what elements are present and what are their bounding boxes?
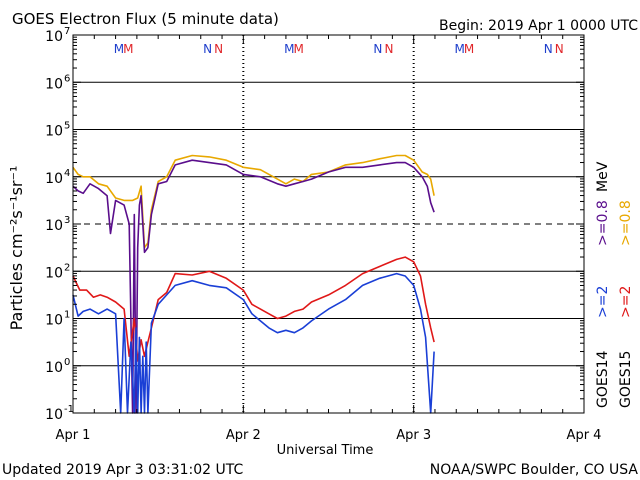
y-tick-exponent: 0 bbox=[64, 357, 70, 368]
x-axis-ticks: Apr 1 Apr 2 Apr 3 Apr 4 bbox=[56, 35, 602, 443]
series-layer bbox=[72, 154, 435, 414]
marker-m-9: M bbox=[464, 42, 474, 56]
y-tick-exponent: 1 bbox=[64, 310, 70, 321]
legend-goes14-08mev: >=0.8 bbox=[595, 200, 611, 246]
legend: GOES14 GOES15 >=2 >=2 >=0.8 >=0.8 MeV bbox=[595, 161, 634, 408]
y-tick-label: 10 bbox=[45, 360, 63, 376]
legend-goes14-2mev: >=2 bbox=[595, 286, 611, 318]
gridlines bbox=[73, 81, 584, 367]
chart-title: GOES Electron Flux (5 minute data) bbox=[12, 10, 279, 28]
y-tick-exponent: 7 bbox=[64, 26, 70, 37]
marker-m-1: M bbox=[123, 42, 133, 56]
x-axis-label: Universal Time bbox=[277, 443, 374, 458]
y-tick-label: 10 bbox=[45, 265, 63, 281]
y-tick-label: 10 bbox=[45, 76, 63, 92]
marker-n-2: N bbox=[203, 42, 212, 56]
x-tick-label: Apr 2 bbox=[226, 428, 261, 443]
marker-m-5: M bbox=[294, 42, 304, 56]
x-tick-label: Apr 4 bbox=[567, 428, 602, 443]
y-tick-label: 10 bbox=[45, 124, 63, 140]
y-tick-label: 10 bbox=[45, 171, 63, 187]
y-tick-exponent: 4 bbox=[64, 168, 70, 179]
legend-sat-goes15: GOES15 bbox=[618, 351, 634, 408]
begin-label: Begin: 2019 Apr 1 0000 UTC bbox=[439, 18, 638, 34]
y-tick-label: 10 bbox=[45, 29, 63, 45]
credit-label: NOAA/SWPC Boulder, CO USA bbox=[430, 462, 639, 478]
x-tick-label: Apr 1 bbox=[56, 428, 91, 443]
legend-sat-goes14: GOES14 bbox=[595, 350, 611, 408]
y-tick-label: 10 bbox=[45, 313, 63, 329]
y-tick-label: 10 bbox=[45, 218, 63, 234]
legend-goes15-08mev: >=0.8 bbox=[618, 200, 634, 246]
updated-timestamp: Updated 2019 Apr 3 03:31:02 UTC bbox=[2, 462, 243, 478]
marker-n-7: N bbox=[384, 42, 393, 56]
y-tick-exponent: 6 bbox=[64, 73, 70, 84]
legend-goes15-2mev: >=2 bbox=[618, 286, 634, 318]
marker-m-0: M bbox=[114, 42, 124, 56]
marker-n-11: N bbox=[555, 42, 564, 56]
marker-m-8: M bbox=[454, 42, 464, 56]
marker-n-10: N bbox=[544, 42, 553, 56]
marker-n-3: N bbox=[214, 42, 223, 56]
y-tick-exponent: -1 bbox=[64, 404, 74, 415]
y-tick-exponent: 5 bbox=[64, 121, 70, 132]
y-tick-exponent: 2 bbox=[64, 262, 70, 273]
x-tick-label: Apr 3 bbox=[396, 428, 431, 443]
series-line-3 bbox=[72, 272, 435, 414]
marker-m-4: M bbox=[284, 42, 294, 56]
y-tick-label: 10 bbox=[45, 407, 63, 423]
y-axis-label: Particles cm⁻²s⁻¹sr⁻¹ bbox=[7, 166, 26, 331]
y-tick-exponent: 3 bbox=[64, 215, 70, 226]
marker-n-6: N bbox=[373, 42, 382, 56]
series-line-2 bbox=[72, 256, 435, 362]
series-line-1 bbox=[72, 159, 435, 414]
legend-unit: MeV bbox=[595, 161, 611, 192]
series-line-0 bbox=[72, 154, 435, 249]
